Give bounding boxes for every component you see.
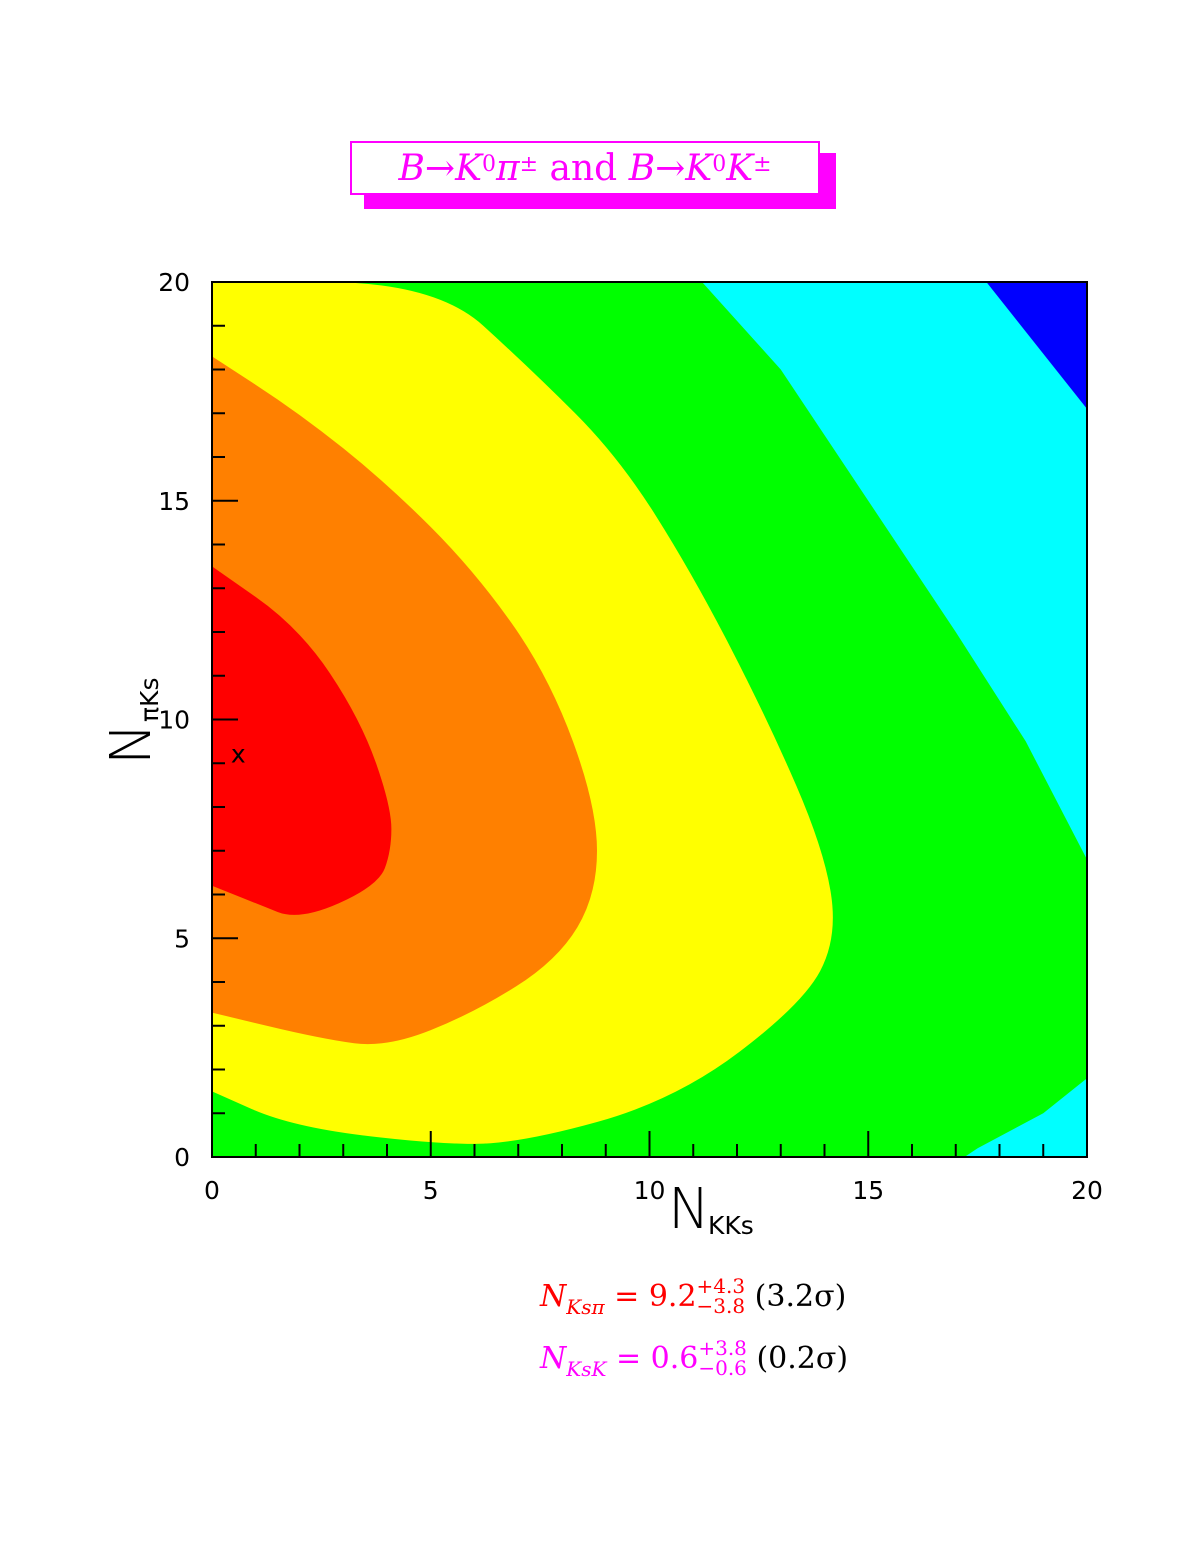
tick-layer [211,281,1088,1158]
y-tick-label: 0 [174,1143,190,1172]
result-pi-sub: Ksπ [566,1295,605,1319]
title-part3: B→K [628,147,713,189]
x-tick-label: 20 [1071,1176,1103,1205]
result-pi-significance: (3.2σ) [754,1279,847,1314]
y-axis-label-main: N [99,723,164,765]
best-fit-marker: x [231,740,246,769]
result-pi-symbol: N [540,1279,567,1314]
x-tick-label: 10 [634,1176,666,1205]
result-k-sub: KsK [566,1357,607,1381]
y-tick-label: 15 [158,487,190,516]
x-tick-label: 0 [204,1176,220,1205]
x-axis-label-sub: KKs [708,1211,754,1240]
title-sup2: ± [519,151,539,177]
result-k: NKsK = 0.6 +3.8 −0.6 (0.2σ) [540,1336,849,1381]
contour-red [212,566,392,915]
title-part4: K [726,147,754,189]
title-and: and [549,147,618,189]
tick-label-layer: 0 5 10 15 20 0 5 10 15 20 [158,268,1103,1205]
contour-blue [986,282,1087,409]
result-k-down: −0.6 [698,1356,747,1380]
y-axis-label: N πKs [99,678,164,765]
result-k-symbol: N [540,1341,567,1376]
result-pi-down: −3.8 [696,1294,746,1318]
y-tick-label: 20 [158,268,190,297]
title-sup1: 0 [481,151,496,177]
contour-layer [212,282,1087,1157]
title-part1: B→K [398,147,482,189]
x-axis-label-main: N [668,1177,710,1242]
result-k-up: +3.8 [698,1336,747,1360]
result-pi-value: = 9.2 [614,1279,697,1314]
x-tick-label: 5 [423,1176,439,1205]
chart-title: B→K 0 π ± and B→K 0 K ± [350,141,820,195]
y-axis-label-sub: πKs [135,678,164,722]
y-tick-label: 10 [158,706,190,735]
title-sup3: 0 [712,151,727,177]
result-pi-up: +4.3 [696,1274,746,1298]
x-axis-label: N KKs [668,1177,754,1242]
title-part2: π [495,147,520,189]
result-k-significance: (0.2σ) [756,1341,849,1376]
result-k-value: = 0.6 [615,1341,699,1376]
title-sup4: ± [753,151,772,177]
x-tick-label: 15 [852,1176,884,1205]
y-tick-label: 5 [174,924,190,953]
result-pi: NKsπ = 9.2 +4.3 −3.8 (3.2σ) [540,1274,847,1319]
